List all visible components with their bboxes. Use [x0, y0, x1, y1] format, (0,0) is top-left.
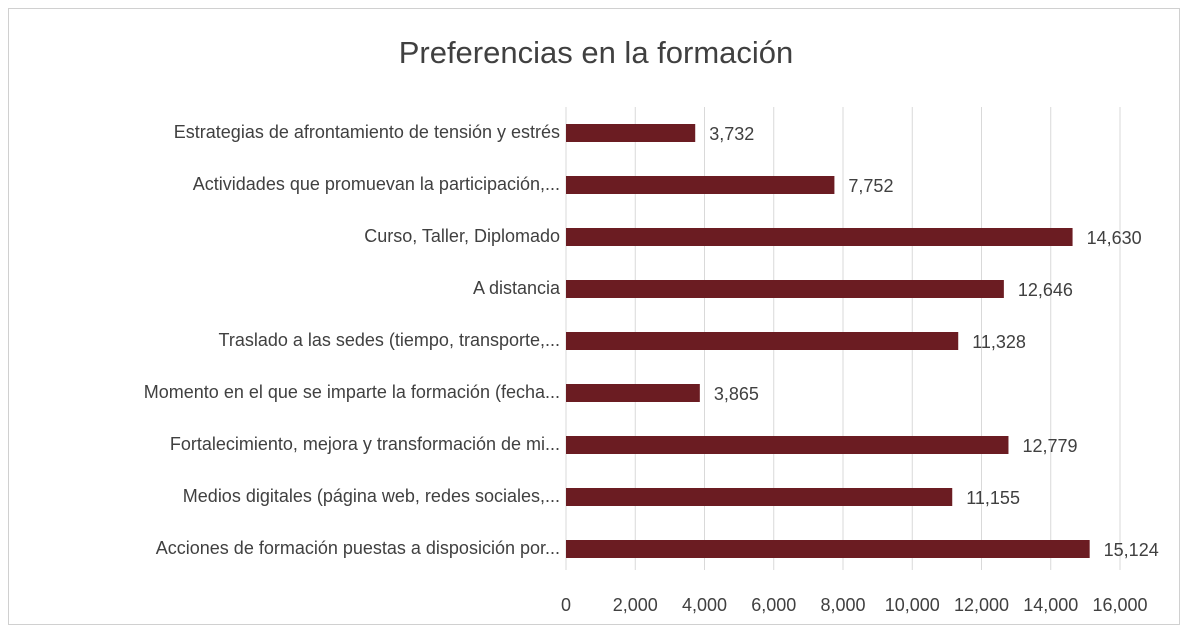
value-label: 12,779	[1022, 436, 1077, 456]
value-label: 7,752	[848, 176, 893, 196]
category-label: Fortalecimiento, mejora y transformación…	[170, 434, 560, 454]
value-label: 14,630	[1087, 228, 1142, 248]
bar	[566, 176, 835, 194]
bar	[566, 280, 1004, 298]
category-label: Traslado a las sedes (tiempo, transporte…	[219, 330, 561, 350]
category-label: Medios digitales (página web, redes soci…	[183, 486, 560, 506]
category-label: Actividades que promuevan la participaci…	[193, 174, 560, 194]
bar	[566, 488, 953, 506]
bar	[566, 540, 1090, 558]
x-tick-label: 8,000	[820, 595, 865, 615]
value-label: 11,328	[972, 332, 1026, 352]
bar	[566, 332, 959, 350]
value-label: 3,732	[709, 124, 754, 144]
value-label: 3,865	[714, 384, 759, 404]
bar	[566, 124, 696, 142]
value-label: 11,155	[966, 488, 1020, 508]
chart-title: Preferencias en la formación	[399, 35, 794, 70]
x-tick-label: 6,000	[751, 595, 796, 615]
x-tick-label: 12,000	[954, 595, 1009, 615]
x-tick-label: 14,000	[1023, 595, 1078, 615]
category-label: Acciones de formación puestas a disposic…	[156, 538, 560, 558]
value-label: 15,124	[1104, 540, 1159, 560]
chart-border	[8, 8, 1180, 625]
category-label: Estrategias de afrontamiento de tensión …	[174, 122, 560, 142]
value-label: 12,646	[1018, 280, 1073, 300]
bar	[566, 436, 1009, 454]
bar	[566, 228, 1073, 246]
x-tick-label: 0	[561, 595, 571, 615]
x-tick-label: 2,000	[613, 595, 658, 615]
category-label: A distancia	[473, 278, 561, 298]
x-tick-label: 4,000	[682, 595, 727, 615]
x-tick-label: 10,000	[885, 595, 940, 615]
category-label: Momento en el que se imparte la formació…	[144, 382, 560, 402]
category-label: Curso, Taller, Diplomado	[364, 226, 560, 246]
x-tick-label: 16,000	[1092, 595, 1147, 615]
bar	[566, 384, 700, 402]
